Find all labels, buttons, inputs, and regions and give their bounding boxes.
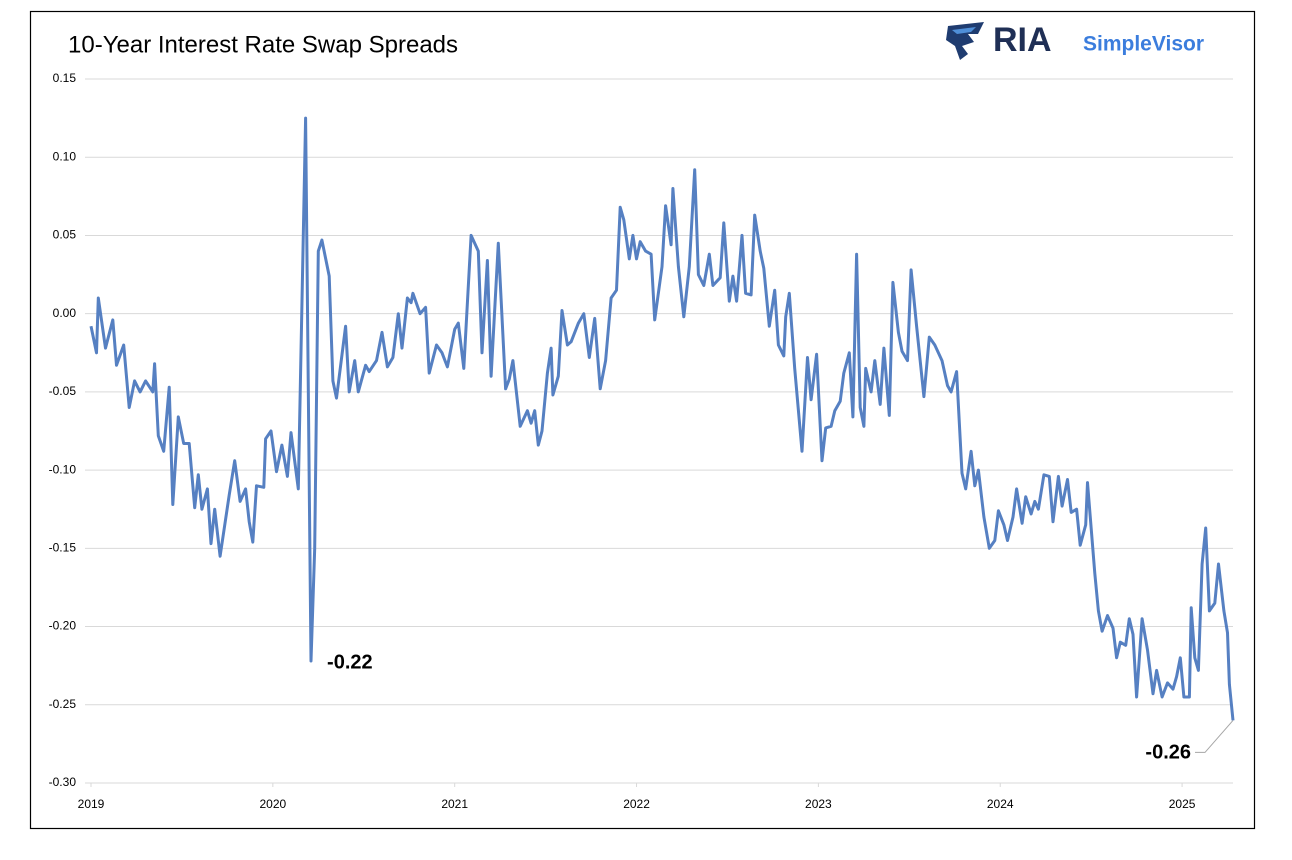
y-tick-label: 0.05 — [53, 228, 77, 242]
logo: RIA SimpleVisor — [946, 21, 1204, 60]
chart-title: 10-Year Interest Rate Swap Spreads — [68, 31, 458, 58]
x-tick-label: 2020 — [259, 797, 286, 811]
y-tick-label: -0.20 — [49, 619, 77, 633]
x-tick-label: 2025 — [1169, 797, 1196, 811]
y-tick-label: -0.15 — [49, 541, 77, 555]
y-tick-label: 0.15 — [53, 71, 77, 85]
x-tick-label: 2022 — [623, 797, 650, 811]
y-tick-label: -0.25 — [49, 697, 77, 711]
y-tick-label: -0.05 — [49, 384, 77, 398]
data-line — [89, 116, 1235, 721]
value-label: -0.26 — [1145, 742, 1191, 764]
y-tick-label: 0.10 — [53, 149, 77, 163]
chart-frame — [29, 10, 1256, 830]
value-label: -0.22 — [327, 651, 373, 673]
logo-brand-sub: SimpleVisor — [1083, 33, 1204, 56]
x-tick-label: 2021 — [441, 797, 468, 811]
logo-brand: RIA — [993, 21, 1052, 59]
y-tick-label: 0.00 — [53, 306, 77, 320]
x-tick-label: 2019 — [78, 797, 105, 811]
y-tick-label: -0.10 — [49, 462, 77, 476]
x-tick-label: 2024 — [987, 797, 1014, 811]
y-tick-label: -0.30 — [49, 775, 77, 789]
logo-mark-accent — [952, 27, 976, 34]
x-tick-label: 2023 — [805, 797, 832, 811]
label-leader — [1195, 720, 1234, 753]
